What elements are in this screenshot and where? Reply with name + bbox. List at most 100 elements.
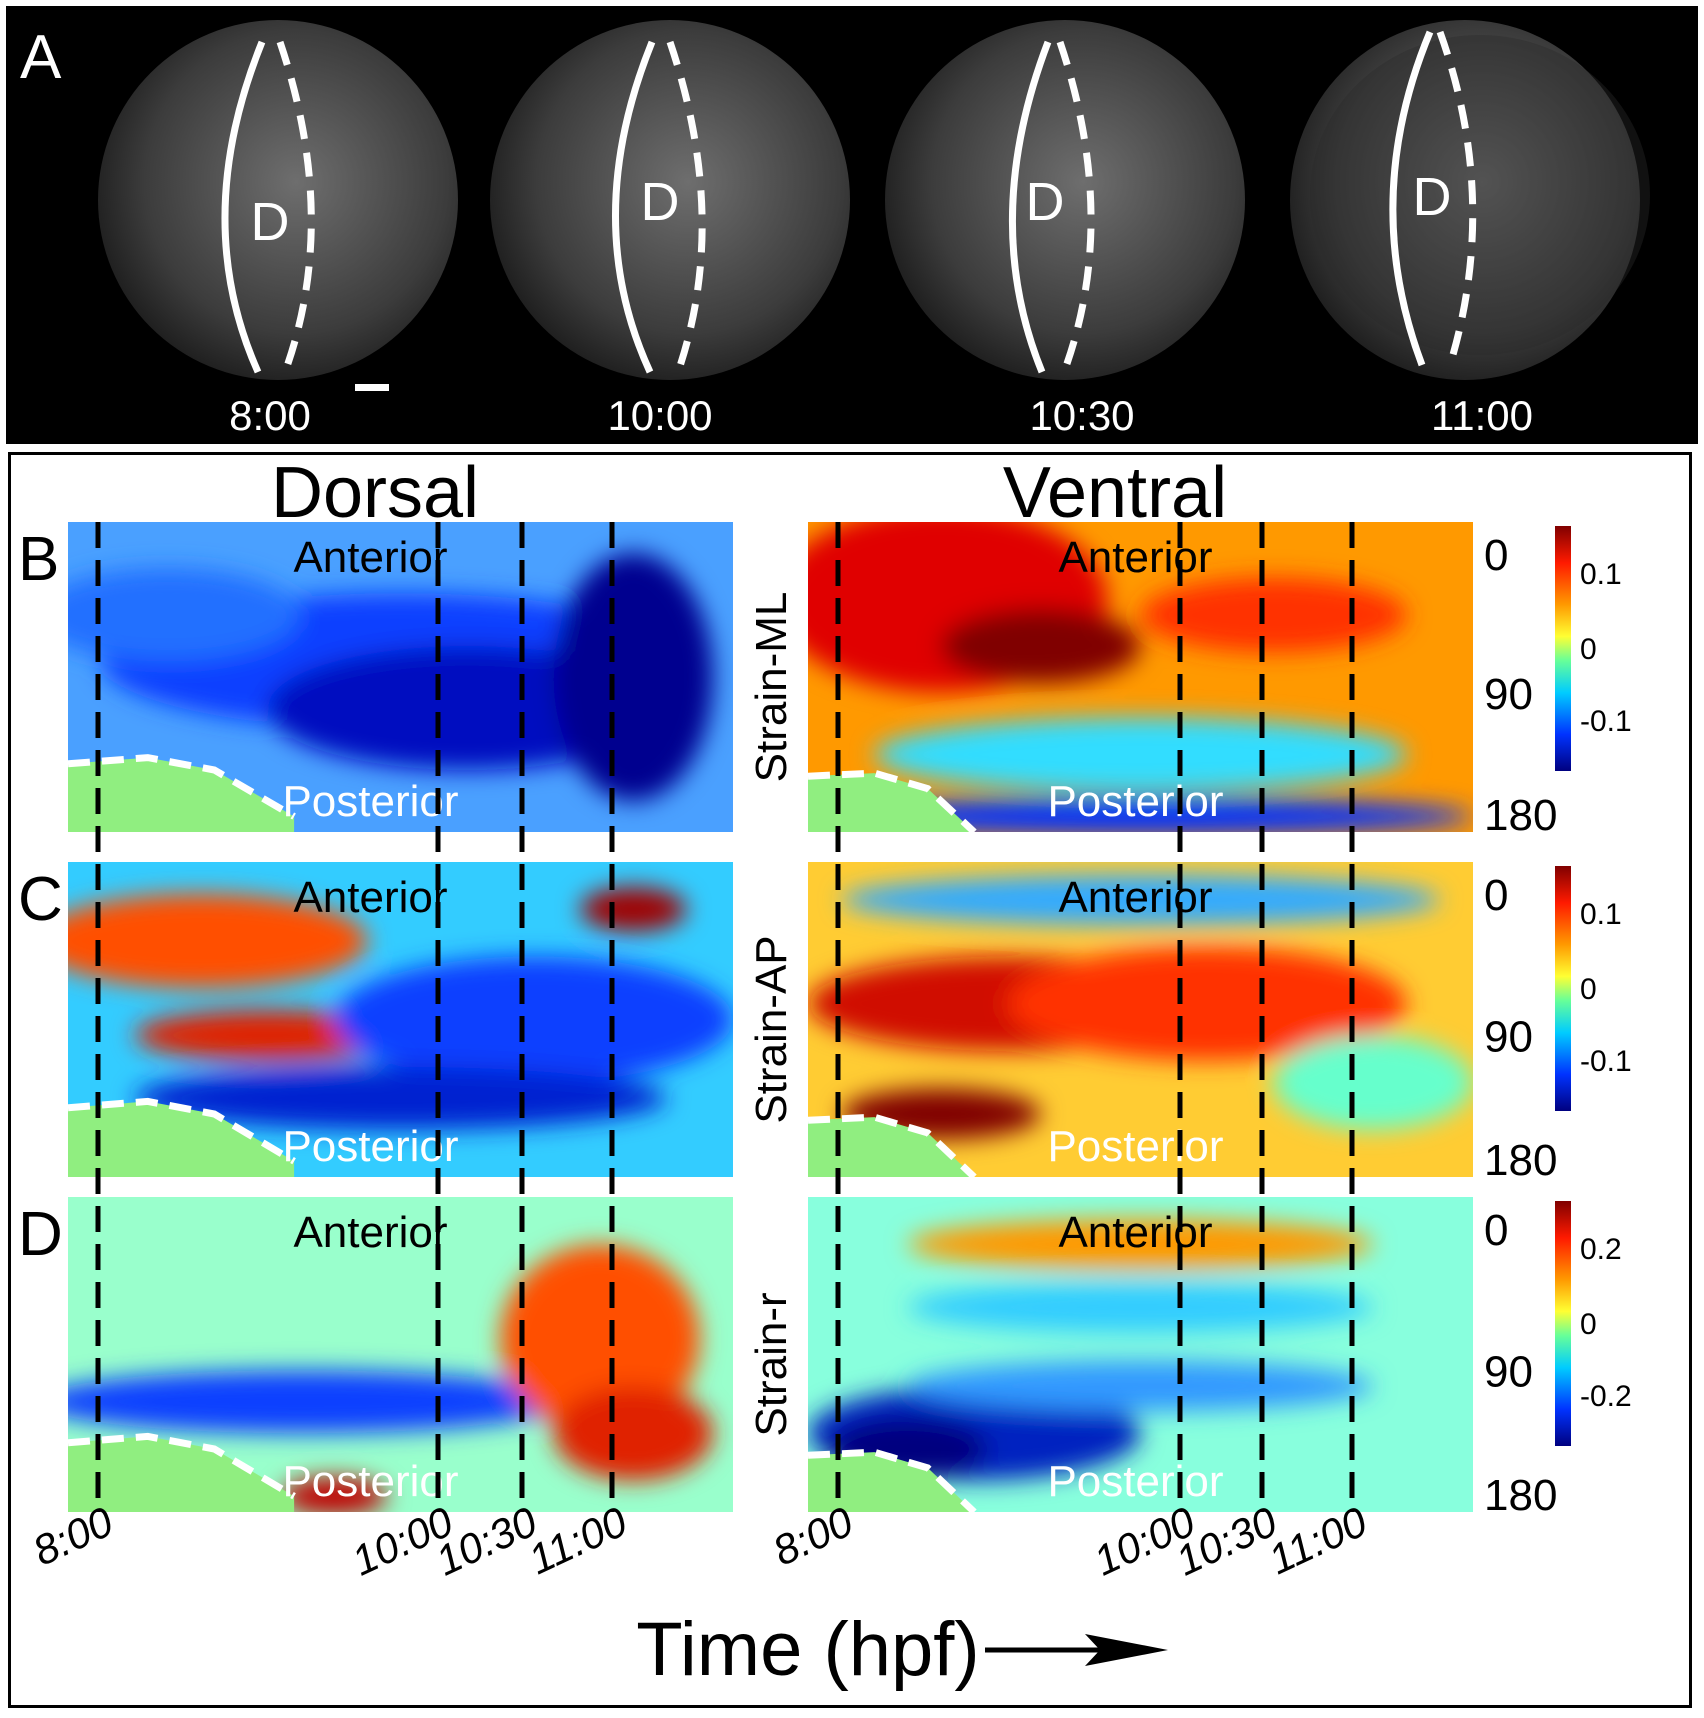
label-posterior: Posterior [282, 777, 458, 826]
panel-bcd-frame [8, 452, 1692, 1708]
y-tick-90: 90 [1484, 1013, 1533, 1062]
heatmap-region [841, 874, 1440, 925]
embryo-3: D 10:30 [885, 20, 1245, 439]
heatmap-panels: Anterior Posterior Anterior Posterior B Strai… [18, 522, 1632, 1585]
embryo-4-dashed-line [1436, 30, 1477, 367]
label-posterior: Posterior [282, 1122, 458, 1171]
panel-a-label: A [20, 23, 62, 92]
label-posterior: Posterior [1047, 777, 1223, 826]
column-title-ventral: Ventral [1003, 453, 1227, 533]
colorbar-strain-ml [1555, 526, 1571, 771]
embryo-2-solid-line [612, 40, 656, 374]
colorbar-tick-high: 0.1 [1580, 898, 1622, 931]
column-title-dorsal: Dorsal [271, 453, 479, 533]
embryo-4-overlay [1310, 35, 1650, 355]
embryo-1-body [98, 20, 458, 380]
colorbar-tick-high: 0.1 [1580, 558, 1622, 591]
heatmap-strain-ml-ventral: Anterior Posterior [808, 522, 1473, 832]
y-tick-180: 180 [1484, 791, 1557, 840]
heatmap-region [808, 797, 1473, 832]
embryo-1-solid-line [221, 40, 266, 374]
posterior-margin-line [808, 1113, 977, 1177]
heatmap-excluded-region [68, 1101, 295, 1177]
embryo-3-body [885, 20, 1245, 380]
heatmap-field [808, 874, 1473, 1140]
heatmap-strain-r-dorsal: Anterior Posterior [68, 1197, 733, 1512]
embryo-4-body [1290, 20, 1640, 380]
y-tick-90: 90 [1484, 1348, 1533, 1397]
embryo-1: D 8:00 [98, 20, 458, 439]
label-anterior: Anterior [1058, 873, 1212, 922]
heatmap-strain-ap-ventral: Anterior Posterior [808, 862, 1473, 1177]
panel-label-d: D [18, 1200, 63, 1269]
heatmap-strain-r-ventral: Anterior Posterior [808, 1197, 1473, 1512]
embryo-2-time: 10:00 [607, 392, 712, 439]
heatmap-region [907, 1360, 1374, 1412]
heatmap-field [808, 522, 1473, 832]
embryo-1-time: 8:00 [229, 392, 311, 439]
heatmap-region [1273, 1035, 1473, 1130]
heatmap-region [500, 1244, 700, 1434]
heatmap-region [1140, 577, 1407, 653]
heatmap-field [68, 553, 714, 801]
heatmap-region [334, 956, 733, 1083]
heatmap-field [68, 1244, 714, 1512]
y-tick-0: 0 [1484, 871, 1508, 920]
embryo-2-mark: D [641, 172, 680, 232]
y-tick-180: 180 [1484, 1136, 1557, 1185]
panel-label-c: C [18, 865, 63, 934]
posterior-margin-line [808, 1448, 977, 1512]
heatmap-region [68, 1370, 567, 1434]
colorbar-strain-r [1555, 1201, 1571, 1446]
colorbar-tick-low: -0.2 [1580, 1380, 1632, 1413]
heatmap-excluded-region [808, 1117, 975, 1177]
colorbar-tick-low: -0.1 [1580, 1045, 1632, 1078]
embryo-3-time: 10:30 [1029, 392, 1134, 439]
heatmap-excluded-region [68, 757, 295, 832]
label-anterior: Anterior [293, 873, 447, 922]
y-tick-0: 0 [1484, 1206, 1508, 1255]
label-anterior: Anterior [293, 1208, 447, 1257]
heatmap-excluded-region [68, 1436, 295, 1512]
heatmap-region [907, 1282, 1374, 1333]
embryo-3-solid-line [1008, 40, 1052, 374]
embryo-4-time: 11:00 [1431, 392, 1533, 439]
panel-label-b: B [18, 525, 59, 594]
heatmap-region [553, 1386, 714, 1481]
embryo-2-body [490, 20, 850, 380]
heatmap-field [68, 887, 733, 1130]
colorbar-tick-low: -0.1 [1580, 705, 1632, 738]
heatmap-region [134, 1066, 667, 1130]
posterior-margin-line [68, 1432, 296, 1500]
posterior-margin-line [68, 754, 296, 820]
strain-label-strain-r: Strain-r [747, 1292, 796, 1436]
embryo-3-dashed-line [1056, 40, 1095, 374]
heatmap-excluded-region [808, 773, 975, 832]
label-posterior: Posterior [1047, 1122, 1223, 1171]
embryo-4-solid-line [1389, 30, 1434, 367]
heatmap-excluded-region [808, 1452, 975, 1512]
heatmap-region [134, 1010, 401, 1061]
colorbar-tick-zero: 0 [1580, 1308, 1597, 1341]
heatmap-strain-ap-dorsal: Anterior Posterior [68, 862, 733, 1177]
embryo-1-dashed-line [276, 40, 315, 374]
colorbar-tick-high: 0.2 [1580, 1233, 1622, 1266]
heatmap-region [1007, 947, 1407, 1061]
heatmap-region [280, 1477, 388, 1512]
heatmap-region [941, 608, 1141, 684]
scale-bar [355, 384, 389, 391]
label-anterior: Anterior [1058, 533, 1212, 582]
heatmap-region [68, 568, 301, 662]
embryo-2: D 10:00 [490, 20, 850, 439]
embryo-3-mark: D [1026, 172, 1065, 232]
colorbar-strain-ap [1555, 866, 1571, 1111]
embryo-4: D 11:00 [1290, 20, 1650, 439]
colorbar-tick-zero: 0 [1580, 633, 1597, 666]
heatmap-region [874, 717, 1407, 792]
heatmap-region [553, 553, 714, 801]
label-posterior: Posterior [1047, 1457, 1223, 1506]
posterior-margin-line [808, 769, 977, 832]
label-anterior: Anterior [293, 533, 447, 582]
